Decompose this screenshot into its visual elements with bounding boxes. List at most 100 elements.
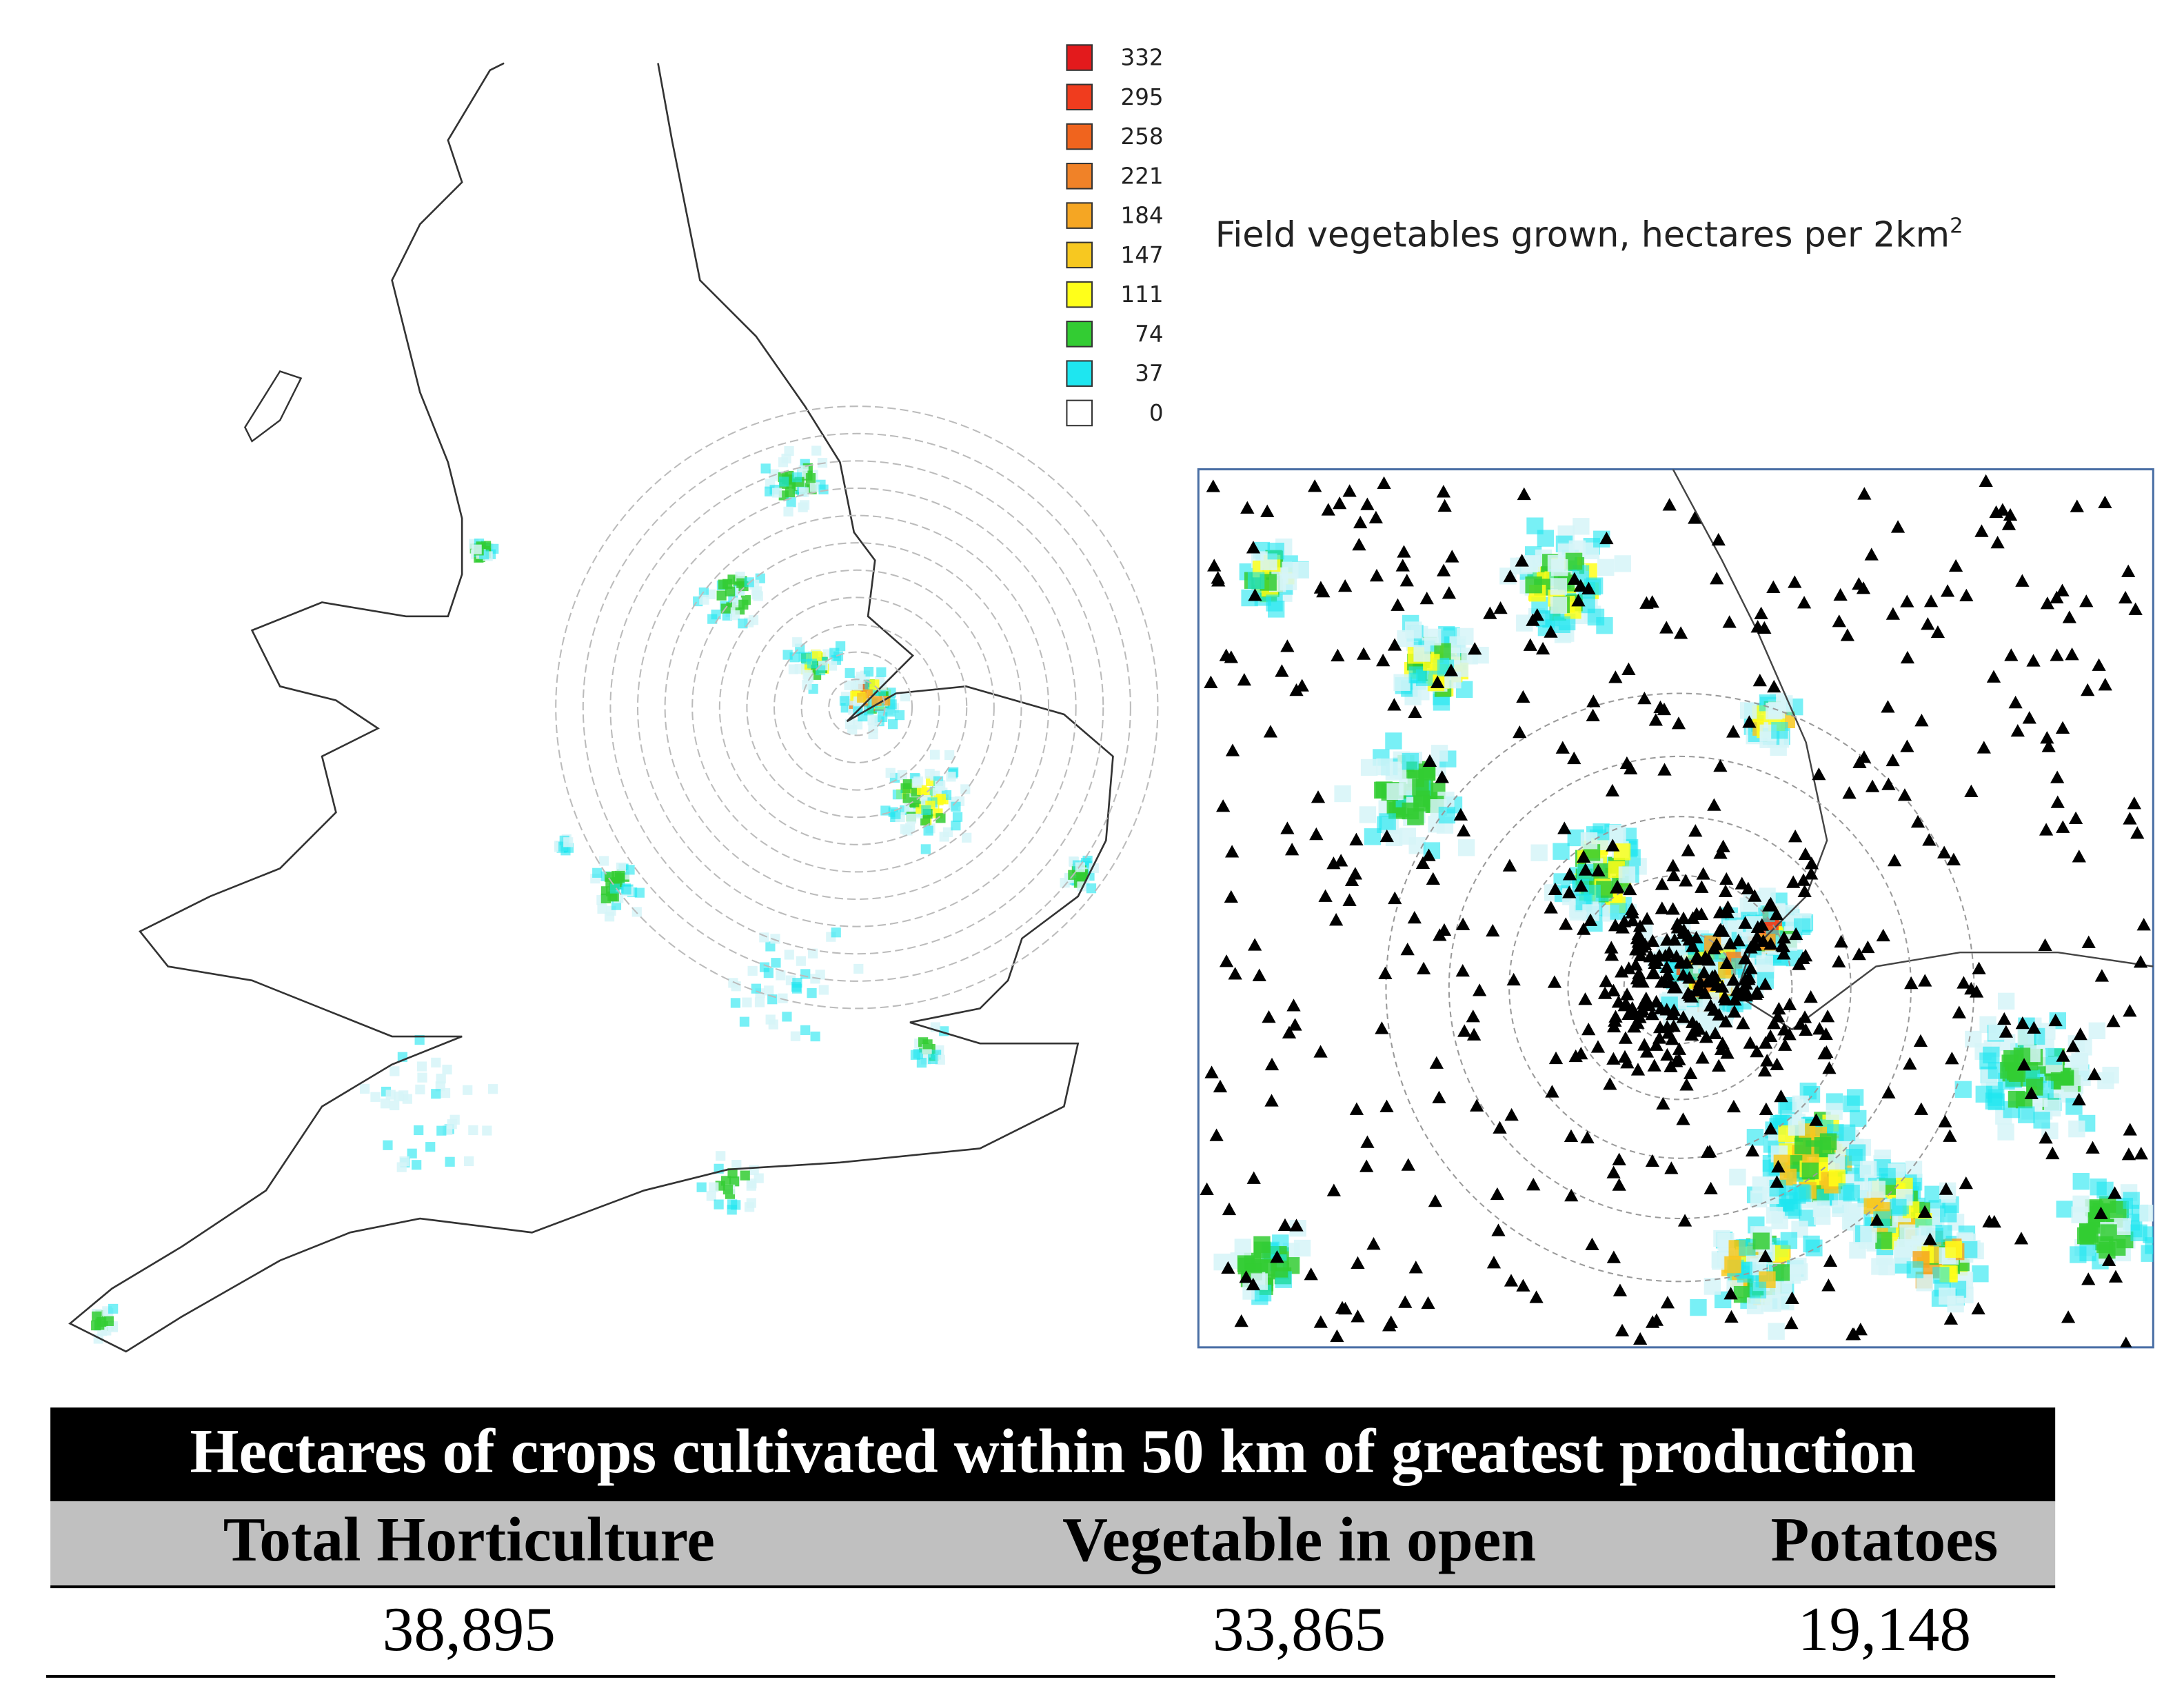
heat-cell (960, 784, 971, 794)
site-marker (1840, 628, 1854, 641)
heat-cell (1573, 518, 1590, 535)
site-marker (1653, 1001, 1668, 1014)
site-marker (1804, 867, 1819, 880)
site-marker (1304, 1267, 1318, 1281)
heat-cell (888, 719, 898, 730)
coastline (68, 62, 1114, 1353)
heat-cell (1997, 1123, 2014, 1141)
site-marker (1379, 829, 1394, 843)
distance-ring (691, 542, 1022, 873)
heat-cell (600, 893, 611, 904)
heat-cell (747, 1178, 757, 1189)
site-marker (1442, 586, 1457, 599)
heat-cell (1790, 1257, 1807, 1275)
heat-cell (385, 1090, 396, 1100)
site-marker (1631, 927, 1646, 940)
site-marker (1313, 1045, 1328, 1058)
site-marker (1659, 621, 1674, 634)
site-marker (2073, 1027, 2087, 1041)
site-marker (1759, 1102, 1774, 1115)
site-marker (1338, 579, 1353, 592)
site-marker (1349, 1102, 1364, 1115)
site-marker (1666, 868, 1681, 881)
site-marker (1436, 485, 1451, 498)
site-marker (2001, 517, 2016, 530)
heat-cell (962, 832, 972, 843)
sites (1200, 474, 2151, 1347)
site-marker (1207, 559, 1222, 572)
heat-cell (1618, 866, 1636, 883)
site-marker (1472, 983, 1487, 996)
heat-cell (809, 482, 820, 492)
site-marker (1606, 1019, 1621, 1033)
site-marker (1758, 1036, 1773, 1049)
site-marker (1568, 1049, 1583, 1063)
site-marker (1621, 662, 1636, 675)
site-marker (1280, 639, 1295, 652)
site-marker (1351, 1256, 1365, 1270)
site-marker (1526, 1178, 1541, 1191)
heat-cell (1690, 1298, 1707, 1316)
site-marker (1667, 933, 1682, 946)
site-marker (1237, 672, 1252, 686)
site-marker (1377, 476, 1391, 490)
site-marker (1221, 1261, 1235, 1274)
heat-cell (876, 667, 887, 677)
site-marker (1326, 1183, 1342, 1196)
site-marker (1657, 763, 1672, 776)
site-marker (1970, 985, 1984, 998)
site-marker (1630, 1063, 1646, 1076)
heat-cell (863, 667, 874, 677)
site-marker (1419, 592, 1434, 605)
site-marker (1705, 970, 1719, 983)
site-marker (1331, 648, 1345, 662)
site-marker (1778, 1038, 1792, 1051)
site-marker (1335, 1301, 1350, 1314)
site-marker (1612, 1152, 1626, 1165)
site-marker (1466, 1010, 1480, 1023)
site-marker (1758, 1249, 1772, 1263)
site-marker (1466, 1027, 1482, 1041)
site-marker (1758, 977, 1772, 990)
site-marker (1793, 1017, 1808, 1030)
site-marker (1881, 777, 1896, 790)
site-marker (1580, 1130, 1595, 1144)
heat-cell (2079, 1223, 2096, 1241)
site-marker (1219, 648, 1233, 661)
site-marker (1726, 1099, 1741, 1113)
site-marker (1938, 1114, 1952, 1127)
heat-cell (729, 610, 740, 621)
site-marker (1750, 1044, 1764, 1058)
site-marker (1397, 545, 1411, 558)
site-marker (1544, 901, 1558, 914)
site-marker (1548, 1051, 1564, 1065)
site-marker (1606, 1165, 1621, 1178)
site-marker (1673, 626, 1688, 639)
site-marker (1743, 961, 1758, 974)
site-marker (1248, 588, 1262, 601)
heat-cell (716, 1151, 726, 1161)
site-marker (1715, 1036, 1730, 1050)
heat-cell (2100, 1224, 2117, 1241)
site-marker (1881, 1085, 1896, 1098)
distance-ring (1567, 874, 1793, 1101)
site-marker (1711, 532, 1726, 546)
site-marker (1999, 1025, 2014, 1038)
site-marker (1788, 830, 1803, 843)
site-marker (2026, 654, 2041, 667)
heat-cell (2071, 1053, 2088, 1070)
site-marker (1724, 1309, 1739, 1323)
heat-cell (1843, 1184, 1860, 1202)
heat-cell (417, 1072, 427, 1083)
heat-cell (560, 845, 571, 856)
heat-cell (784, 445, 794, 456)
site-marker (1517, 487, 1531, 501)
site-marker (1378, 966, 1393, 980)
site-marker (1672, 1052, 1686, 1065)
site-marker (1493, 1121, 1507, 1134)
site-marker (1722, 615, 1737, 628)
site-marker (1295, 679, 1309, 692)
site-marker (1407, 910, 1422, 924)
site-marker (1545, 1085, 1559, 1098)
site-marker (1823, 1254, 1838, 1267)
